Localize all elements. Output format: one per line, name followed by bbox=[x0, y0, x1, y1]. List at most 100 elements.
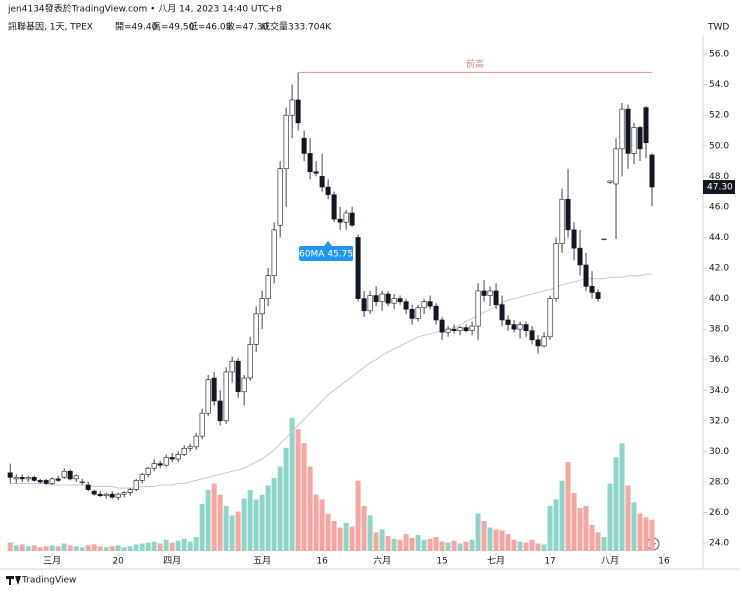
candle-body bbox=[163, 457, 169, 466]
volume-bar bbox=[37, 547, 43, 551]
candle-body bbox=[637, 127, 643, 150]
y-tick-label: 38.0 bbox=[709, 325, 729, 335]
candle-body bbox=[217, 400, 223, 422]
volume-bar bbox=[109, 546, 115, 551]
candle bbox=[535, 335, 541, 354]
volume-bar bbox=[229, 515, 235, 551]
volume-bar bbox=[157, 543, 163, 551]
candle bbox=[325, 179, 331, 200]
volume-bar bbox=[397, 539, 403, 551]
candle bbox=[637, 125, 643, 162]
volume-bar bbox=[121, 547, 127, 551]
candle bbox=[409, 304, 415, 325]
y-tick-label: 30.0 bbox=[709, 447, 729, 457]
volume-bar bbox=[373, 532, 379, 551]
candle bbox=[595, 289, 601, 302]
volume-bar bbox=[421, 539, 427, 551]
candle bbox=[109, 491, 115, 499]
candle bbox=[601, 238, 607, 241]
candle-body bbox=[199, 412, 205, 437]
candle-body bbox=[409, 308, 415, 319]
candle bbox=[73, 474, 79, 482]
candle-body bbox=[73, 475, 79, 480]
candle-body bbox=[307, 153, 313, 173]
candle bbox=[481, 280, 487, 302]
candle-body bbox=[181, 448, 187, 455]
candle bbox=[265, 268, 271, 307]
volume-bar bbox=[367, 515, 373, 551]
candle bbox=[229, 356, 235, 383]
candle bbox=[553, 237, 559, 302]
volume-bar bbox=[571, 492, 577, 551]
previous-high-label: 前高 bbox=[466, 58, 484, 70]
candle bbox=[337, 206, 343, 230]
volume-bar bbox=[337, 527, 343, 551]
candle bbox=[397, 295, 403, 305]
candle-body bbox=[61, 470, 67, 478]
y-tick-label: 26.0 bbox=[709, 508, 729, 518]
x-tick-label: 八月 bbox=[601, 556, 619, 567]
candle-body bbox=[523, 324, 529, 331]
candle-body bbox=[103, 493, 109, 496]
candle-body bbox=[205, 379, 211, 414]
candle bbox=[547, 295, 553, 340]
candle bbox=[349, 206, 355, 227]
candle-body bbox=[445, 328, 451, 333]
candle bbox=[475, 283, 481, 340]
y-tick-label: 56.0 bbox=[709, 50, 729, 60]
candle bbox=[607, 180, 613, 184]
candle-body bbox=[79, 481, 85, 484]
candle bbox=[175, 451, 181, 463]
candle-body bbox=[145, 467, 151, 475]
volume-bar bbox=[613, 457, 619, 551]
candle bbox=[247, 336, 253, 382]
candle-body bbox=[295, 99, 301, 124]
volume-bar bbox=[577, 507, 583, 551]
candle-body bbox=[547, 298, 553, 338]
candle-body bbox=[349, 212, 355, 226]
candle-body bbox=[367, 295, 373, 312]
x-tick-label: 17 bbox=[544, 557, 555, 567]
x-tick-label: 六月 bbox=[373, 555, 391, 567]
volume-bar bbox=[241, 498, 247, 551]
volume-bar bbox=[85, 545, 91, 551]
candle-body bbox=[37, 480, 43, 483]
candle bbox=[115, 492, 121, 501]
candle-body bbox=[97, 493, 103, 496]
candle bbox=[181, 445, 187, 456]
candle-body bbox=[49, 478, 55, 484]
candle-body bbox=[265, 275, 271, 299]
candle bbox=[331, 191, 337, 223]
volume-bar bbox=[553, 499, 559, 551]
candle bbox=[271, 222, 277, 284]
candle bbox=[289, 84, 295, 139]
candle-body bbox=[109, 493, 115, 498]
candle bbox=[37, 478, 43, 484]
candle-body bbox=[241, 377, 247, 393]
volume-bar bbox=[475, 513, 481, 551]
volume-bar bbox=[289, 417, 295, 551]
ma-label-pointer bbox=[324, 241, 333, 246]
x-tick-label: 16 bbox=[316, 557, 328, 567]
candle-body bbox=[625, 108, 631, 154]
candle bbox=[565, 168, 571, 238]
candle bbox=[487, 286, 493, 307]
volume-bar bbox=[517, 541, 523, 551]
candle-body bbox=[193, 435, 199, 448]
volume-bar bbox=[307, 466, 313, 551]
volume-bar bbox=[325, 513, 331, 551]
candle bbox=[253, 306, 259, 353]
volume-bar bbox=[343, 522, 349, 551]
volume-bar bbox=[7, 542, 13, 551]
volume-bar bbox=[451, 540, 457, 551]
candle-body bbox=[475, 290, 481, 327]
volume-bar bbox=[247, 490, 253, 551]
volume-bar bbox=[649, 519, 655, 551]
volume-bar bbox=[19, 544, 25, 551]
candle-body bbox=[601, 238, 607, 241]
ohlc-open: 開=49.40 bbox=[115, 22, 158, 33]
candle bbox=[433, 303, 439, 325]
volume-bar bbox=[151, 541, 157, 551]
candle bbox=[139, 472, 145, 484]
